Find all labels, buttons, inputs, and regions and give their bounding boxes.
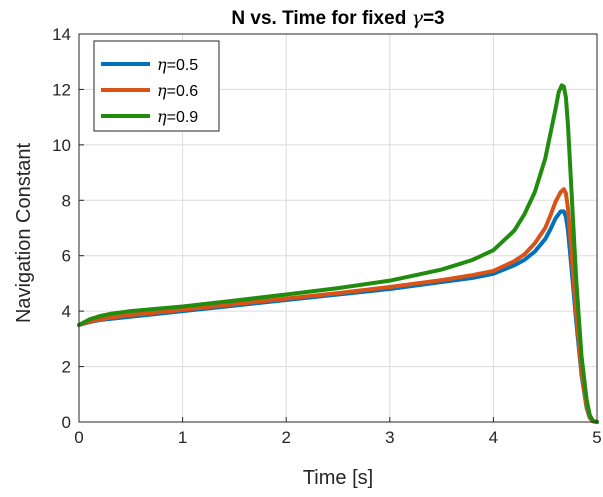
legend-value: =0.6 <box>167 83 199 100</box>
x-tick-label: 3 <box>385 428 394 447</box>
legend-label: η=0.6 <box>157 81 198 100</box>
legend-value: =0.9 <box>167 109 199 126</box>
x-tick-label: 2 <box>281 428 290 447</box>
x-tick-label: 5 <box>592 428 601 447</box>
y-tick-label: 6 <box>62 247 71 266</box>
legend-label: η=0.9 <box>157 107 198 126</box>
legend-symbol: η <box>157 55 167 74</box>
y-tick-label: 10 <box>52 136 71 155</box>
x-tick-label: 4 <box>489 428 498 447</box>
legend-label: η=0.5 <box>157 55 198 74</box>
y-axis-label: Navigation Constant <box>13 143 35 324</box>
plot-area-border <box>78 33 598 423</box>
y-tick-label: 4 <box>62 302 71 321</box>
series-line-3 <box>77 83 599 424</box>
legend-value: =0.5 <box>167 57 199 74</box>
x-tick-label: 0 <box>74 428 83 447</box>
x-axis-label: Time [s] <box>303 467 373 489</box>
y-tick-label: 8 <box>62 191 71 210</box>
legend: η=0.5η=0.6η=0.9 <box>93 40 220 132</box>
chart-title: N vs. Time for fixed γ=3 <box>231 7 444 29</box>
y-tick-label: 14 <box>52 25 71 44</box>
y-tick-label: 12 <box>52 80 71 99</box>
legend-symbol: η <box>157 107 167 126</box>
chart-title-prefix: N vs. Time for fixed <box>231 8 411 29</box>
chart-title-symbol: γ <box>412 7 424 29</box>
y-tick-label: 2 <box>62 358 71 377</box>
legend-symbol: η <box>157 81 167 100</box>
y-tick-label: 0 <box>62 413 71 432</box>
chart-title-suffix: =3 <box>423 8 445 29</box>
x-tick-label: 1 <box>178 428 187 447</box>
series-layer <box>77 83 599 424</box>
series-line-2 <box>77 187 599 424</box>
